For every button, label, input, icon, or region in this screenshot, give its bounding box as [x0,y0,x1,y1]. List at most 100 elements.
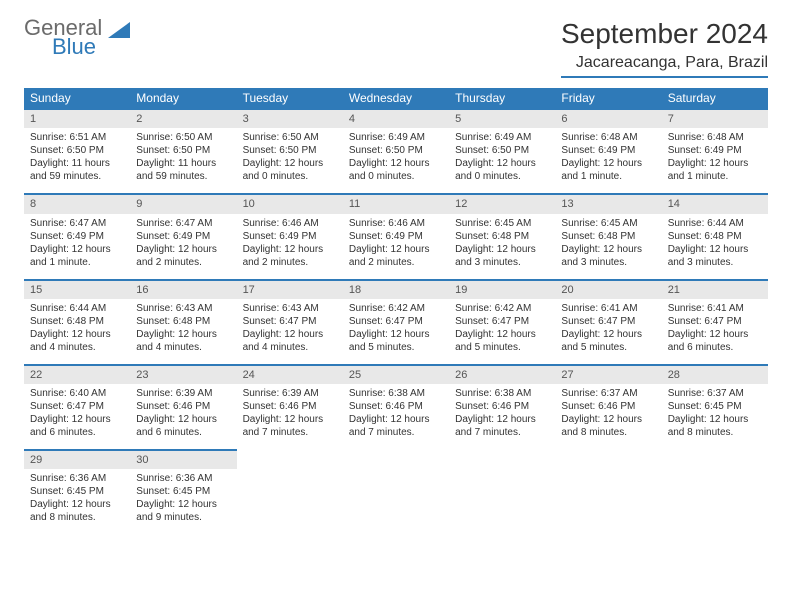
day-content: Sunrise: 6:42 AMSunset: 6:47 PMDaylight:… [449,299,555,364]
calendar-cell: 24Sunrise: 6:39 AMSunset: 6:46 PMDayligh… [237,364,343,449]
day-line-sr: Sunrise: 6:46 AM [243,217,337,230]
day-line-ss: Sunset: 6:48 PM [668,230,762,243]
day-line-dl2: and 5 minutes. [455,341,549,354]
day-content: Sunrise: 6:48 AMSunset: 6:49 PMDaylight:… [662,128,768,193]
day-line-dl2: and 8 minutes. [30,511,124,524]
day-line-dl2: and 1 minute. [668,170,762,183]
day-number: 1 [24,108,130,128]
day-content: Sunrise: 6:43 AMSunset: 6:47 PMDaylight:… [237,299,343,364]
day-line-ss: Sunset: 6:47 PM [561,315,655,328]
day-line-sr: Sunrise: 6:46 AM [349,217,443,230]
calendar-cell: 28Sunrise: 6:37 AMSunset: 6:45 PMDayligh… [662,364,768,449]
calendar-week: 1Sunrise: 6:51 AMSunset: 6:50 PMDaylight… [24,108,768,193]
day-header: Wednesday [343,88,449,108]
day-content: Sunrise: 6:47 AMSunset: 6:49 PMDaylight:… [24,214,130,279]
day-line-sr: Sunrise: 6:41 AM [561,302,655,315]
day-line-sr: Sunrise: 6:44 AM [30,302,124,315]
day-line-dl1: Daylight: 12 hours [668,157,762,170]
day-line-ss: Sunset: 6:49 PM [668,144,762,157]
calendar-cell: 22Sunrise: 6:40 AMSunset: 6:47 PMDayligh… [24,364,130,449]
day-number: 6 [555,108,661,128]
day-line-ss: Sunset: 6:46 PM [136,400,230,413]
calendar-cell: 11Sunrise: 6:46 AMSunset: 6:49 PMDayligh… [343,193,449,278]
calendar-cell [662,449,768,534]
day-line-dl2: and 2 minutes. [136,256,230,269]
day-content: Sunrise: 6:47 AMSunset: 6:49 PMDaylight:… [130,214,236,279]
day-line-dl1: Daylight: 12 hours [243,328,337,341]
logo-word-2: Blue [52,37,130,58]
calendar-cell: 23Sunrise: 6:39 AMSunset: 6:46 PMDayligh… [130,364,236,449]
day-line-dl1: Daylight: 12 hours [243,243,337,256]
day-line-sr: Sunrise: 6:42 AM [349,302,443,315]
calendar-week: 15Sunrise: 6:44 AMSunset: 6:48 PMDayligh… [24,279,768,364]
day-number: 9 [130,193,236,213]
day-header: Friday [555,88,661,108]
day-content: Sunrise: 6:48 AMSunset: 6:49 PMDaylight:… [555,128,661,193]
day-line-dl2: and 0 minutes. [455,170,549,183]
day-line-dl1: Daylight: 12 hours [136,328,230,341]
day-line-sr: Sunrise: 6:38 AM [349,387,443,400]
day-line-dl1: Daylight: 12 hours [30,328,124,341]
day-line-ss: Sunset: 6:47 PM [668,315,762,328]
day-line-sr: Sunrise: 6:50 AM [136,131,230,144]
day-content: Sunrise: 6:45 AMSunset: 6:48 PMDaylight:… [555,214,661,279]
day-content: Sunrise: 6:39 AMSunset: 6:46 PMDaylight:… [237,384,343,449]
day-line-sr: Sunrise: 6:47 AM [30,217,124,230]
day-line-sr: Sunrise: 6:48 AM [668,131,762,144]
day-line-sr: Sunrise: 6:50 AM [243,131,337,144]
day-line-ss: Sunset: 6:49 PM [349,230,443,243]
day-line-dl2: and 8 minutes. [668,426,762,439]
day-header: Sunday [24,88,130,108]
day-line-ss: Sunset: 6:48 PM [561,230,655,243]
calendar-week: 22Sunrise: 6:40 AMSunset: 6:47 PMDayligh… [24,364,768,449]
calendar-cell: 27Sunrise: 6:37 AMSunset: 6:46 PMDayligh… [555,364,661,449]
day-line-sr: Sunrise: 6:45 AM [455,217,549,230]
day-line-ss: Sunset: 6:49 PM [561,144,655,157]
day-number: 27 [555,364,661,384]
day-line-sr: Sunrise: 6:37 AM [561,387,655,400]
day-line-dl1: Daylight: 12 hours [455,243,549,256]
calendar-cell: 13Sunrise: 6:45 AMSunset: 6:48 PMDayligh… [555,193,661,278]
calendar-cell [237,449,343,534]
day-number: 20 [555,279,661,299]
day-line-dl1: Daylight: 12 hours [668,413,762,426]
logo: General Blue [24,18,130,58]
day-line-dl2: and 5 minutes. [561,341,655,354]
calendar-cell: 4Sunrise: 6:49 AMSunset: 6:50 PMDaylight… [343,108,449,193]
day-number: 13 [555,193,661,213]
calendar-cell: 17Sunrise: 6:43 AMSunset: 6:47 PMDayligh… [237,279,343,364]
location-text: Jacareacanga, Para, Brazil [561,54,768,78]
calendar-cell: 8Sunrise: 6:47 AMSunset: 6:49 PMDaylight… [24,193,130,278]
header: General Blue September 2024 Jacareacanga… [24,18,768,78]
day-line-sr: Sunrise: 6:48 AM [561,131,655,144]
calendar-cell [555,449,661,534]
calendar-cell [343,449,449,534]
calendar-cell: 20 Sunrise: 6:41 AMSunset: 6:47 PMDayligh… [555,279,661,364]
day-line-dl1: Daylight: 11 hours [136,157,230,170]
day-line-dl1: Daylight: 12 hours [561,328,655,341]
day-line-dl2: and 4 minutes. [243,341,337,354]
day-line-sr: Sunrise: 6:49 AM [455,131,549,144]
day-number: 16 [130,279,236,299]
day-line-dl2: and 3 minutes. [561,256,655,269]
calendar-week: 29Sunrise: 6:36 AMSunset: 6:45 PMDayligh… [24,449,768,534]
day-line-ss: Sunset: 6:46 PM [243,400,337,413]
day-number: 18 [343,279,449,299]
day-number: 17 [237,279,343,299]
calendar-week: 8Sunrise: 6:47 AMSunset: 6:49 PMDaylight… [24,193,768,278]
day-line-ss: Sunset: 6:49 PM [30,230,124,243]
day-line-ss: Sunset: 6:50 PM [30,144,124,157]
day-line-sr: Sunrise: 6:40 AM [30,387,124,400]
day-number: 29 [24,449,130,469]
day-line-dl2: and 1 minute. [30,256,124,269]
day-line-sr: Sunrise: 6:38 AM [455,387,549,400]
day-line-dl1: Daylight: 12 hours [668,328,762,341]
day-line-ss: Sunset: 6:50 PM [243,144,337,157]
day-line-dl1: Daylight: 12 hours [455,328,549,341]
day-line-sr: Sunrise: 6:43 AM [243,302,337,315]
day-line-dl1: Daylight: 12 hours [30,413,124,426]
day-line-dl1: Daylight: 12 hours [30,243,124,256]
day-line-dl1: Daylight: 12 hours [349,328,443,341]
day-line-dl2: and 4 minutes. [136,341,230,354]
day-content: Sunrise: 6:51 AMSunset: 6:50 PMDaylight:… [24,128,130,193]
